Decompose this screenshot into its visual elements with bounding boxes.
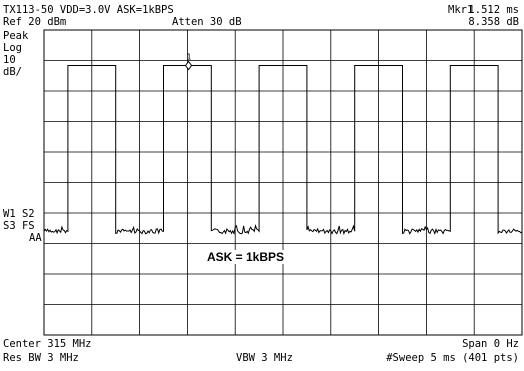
resolution-bandwidth: Res BW 3 MHz bbox=[3, 352, 79, 364]
trace-status-2: S3 FS bbox=[3, 220, 35, 232]
detector-label: Peak bbox=[3, 30, 29, 42]
scale-unit: dB/ bbox=[3, 66, 22, 78]
title-line: TX113-50 VDD=3.0V ASK=1kBPS bbox=[3, 4, 174, 16]
scale-type-label: Log bbox=[3, 42, 22, 54]
marker-label: Mkr1 bbox=[448, 4, 474, 16]
center-frequency: Center 315 MHz bbox=[3, 338, 92, 350]
video-bandwidth: VBW 3 MHz bbox=[236, 352, 293, 364]
marker-time: 1.512 ms bbox=[468, 4, 519, 16]
marker-1: 1 bbox=[184, 53, 193, 71]
signal-trace bbox=[43, 65, 523, 236]
sweep-time: #Sweep 5 ms (401 pts) bbox=[386, 352, 519, 364]
marker-level: 8.358 dB bbox=[468, 16, 519, 28]
graticule bbox=[43, 29, 523, 336]
marker-number: 1 bbox=[187, 53, 192, 62]
trace-status-1: W1 S2 bbox=[3, 208, 35, 220]
span: Span 0 Hz bbox=[462, 338, 519, 350]
scale-value: 10 bbox=[3, 54, 16, 66]
attenuation: Atten 30 dB bbox=[172, 16, 242, 28]
ask-annotation: ASK = 1kBPS bbox=[205, 250, 287, 264]
ref-level: Ref 20 dBm bbox=[3, 16, 67, 28]
marker-diamond bbox=[184, 60, 193, 71]
trace-line bbox=[43, 65, 523, 236]
trace-status-3: AA bbox=[29, 232, 42, 244]
